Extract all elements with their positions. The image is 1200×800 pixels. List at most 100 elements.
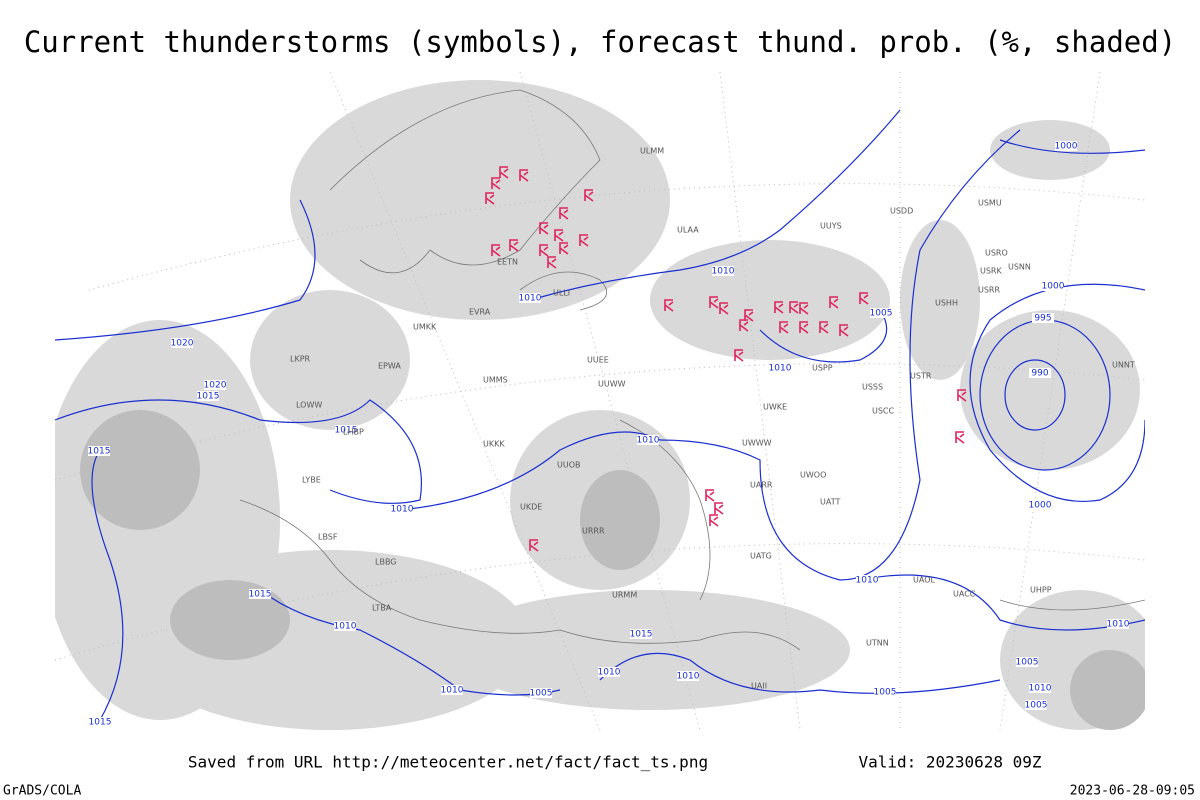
station-label: LBBG (375, 558, 397, 567)
isobar-label-bg (249, 589, 271, 599)
valid-time: Valid: 20230628 09Z (858, 753, 1041, 772)
thunderstorm-symbol (779, 321, 789, 334)
isobar-label: 1005 (874, 688, 897, 698)
thunderstorm-symbol (485, 192, 495, 205)
station-label: ULMM (640, 147, 664, 156)
map-title: Current thunderstorms (symbols), forecas… (24, 25, 1176, 59)
station-label: UWWW (742, 439, 772, 448)
thunderstorm-symbol (554, 229, 564, 242)
isobar-label-bg (677, 671, 699, 681)
station-label: URRR (582, 527, 605, 536)
isobar-label-bg (856, 575, 878, 585)
thunderstorm-symbols (485, 166, 967, 552)
station-label: UWKE (763, 403, 787, 412)
thunderstorm-symbol (547, 256, 557, 269)
thunderstorm-symbol (955, 431, 965, 444)
isobar-label-bg (391, 504, 413, 514)
isobar-label: 1005 (870, 309, 893, 319)
isobar-label: 1000 (1029, 501, 1052, 511)
thunderstorm-symbol (529, 539, 539, 552)
station-label: UATT (820, 498, 840, 507)
station-label: UMMS (483, 376, 508, 385)
isobar-label: 1010 (391, 505, 414, 515)
station-label: LOWW (296, 401, 322, 410)
thunderstorm-symbol (829, 296, 839, 309)
station-label: UTNN (866, 639, 889, 648)
isobar-label: 1000 (1042, 282, 1065, 292)
thunderstorm-symbol (539, 222, 549, 235)
isobar-label-bg (1016, 657, 1038, 667)
station-label: USMU (978, 199, 1002, 208)
isobar-label: 1020 (171, 339, 194, 349)
isobar-label: 1000 (1055, 142, 1078, 152)
thunderstorm-symbol (491, 244, 501, 257)
isobar-label: 1015 (335, 426, 358, 436)
station-label: EVRA (469, 308, 491, 317)
thunderstorm-symbol (584, 189, 594, 202)
isobar-label-bg (519, 293, 541, 303)
isobar-label: 1010 (1029, 684, 1052, 694)
station-label: UNNT (1112, 361, 1135, 370)
station-label: UACC (953, 590, 976, 599)
software-credit: GrADS/COLA (3, 784, 81, 799)
isobar-label: 990 (1031, 369, 1048, 379)
isobar-label-bg (1032, 313, 1054, 323)
map-area: 1020102010151015101510101010101010101010… (55, 72, 1145, 730)
isobar-label: 1010 (769, 364, 792, 374)
station-label: EETN (497, 258, 518, 267)
station-label: USRO (985, 249, 1008, 258)
isobar-label: 1010 (334, 622, 357, 632)
isobar-label-bg (171, 338, 193, 348)
thunderstorm-symbol (714, 502, 724, 515)
isobar-label: 995 (1034, 314, 1051, 324)
isobar-label-bg (1029, 500, 1051, 510)
isobar-label-bg (88, 446, 110, 456)
isobar-label-bg (1055, 141, 1077, 151)
isobar-label: 1005 (530, 689, 553, 699)
isobar-label-bg (334, 621, 356, 631)
station-label: UUWW (598, 380, 626, 389)
station-label: URMM (612, 591, 637, 600)
thunderstorm-symbol (719, 302, 729, 315)
station-label: USRK (980, 267, 1002, 276)
station-label: EPWA (378, 362, 401, 371)
station-label: UARR (750, 481, 773, 490)
isobar-label-bg (1025, 700, 1047, 710)
thunderstorm-symbol (774, 301, 784, 314)
isobar-labels: 1020102010151015101510101010101010101010… (88, 141, 1130, 728)
isobar-label-bg (769, 363, 791, 373)
isobar-label: 1015 (89, 718, 112, 728)
thunderstorm-symbol (491, 177, 501, 190)
thunderstorm-symbol (709, 296, 719, 309)
isobar-label: 1010 (441, 686, 464, 696)
isobar-label: 1010 (856, 576, 879, 586)
station-label: ULAA (677, 226, 699, 235)
isobar-label-bg (204, 380, 226, 390)
station-label: UUYS (820, 222, 842, 231)
station-label: USPP (812, 364, 833, 373)
thunderstorm-symbol (789, 301, 799, 314)
thunderstorm-symbol (957, 389, 967, 402)
thunderstorm-symbol (709, 514, 719, 527)
thunderstorm-symbol (799, 321, 809, 334)
station-label: UHPP (1030, 586, 1052, 595)
isobar-label: 1010 (712, 267, 735, 277)
station-label: USDD (890, 207, 913, 216)
station-label: LBSF (318, 533, 338, 542)
thunderstorm-symbol (799, 302, 809, 315)
isobar-label: 1010 (1107, 620, 1130, 630)
isobar-label-bg (598, 667, 620, 677)
station-label: LKPR (290, 355, 311, 364)
thunderstorm-symbol (744, 309, 754, 322)
isobar-label: 1005 (1016, 658, 1039, 668)
isobar-label-bg (712, 266, 734, 276)
thunderstorm-symbol (734, 349, 744, 362)
isobar-label-bg (1042, 281, 1064, 291)
station-label: LHBP (343, 428, 364, 437)
station-label: UAOL (913, 576, 935, 585)
thunderstorm-symbol (579, 234, 589, 247)
thunderstorm-symbol (559, 207, 569, 220)
isobar-label-bg (89, 717, 111, 727)
isobar-label-bg (530, 688, 552, 698)
